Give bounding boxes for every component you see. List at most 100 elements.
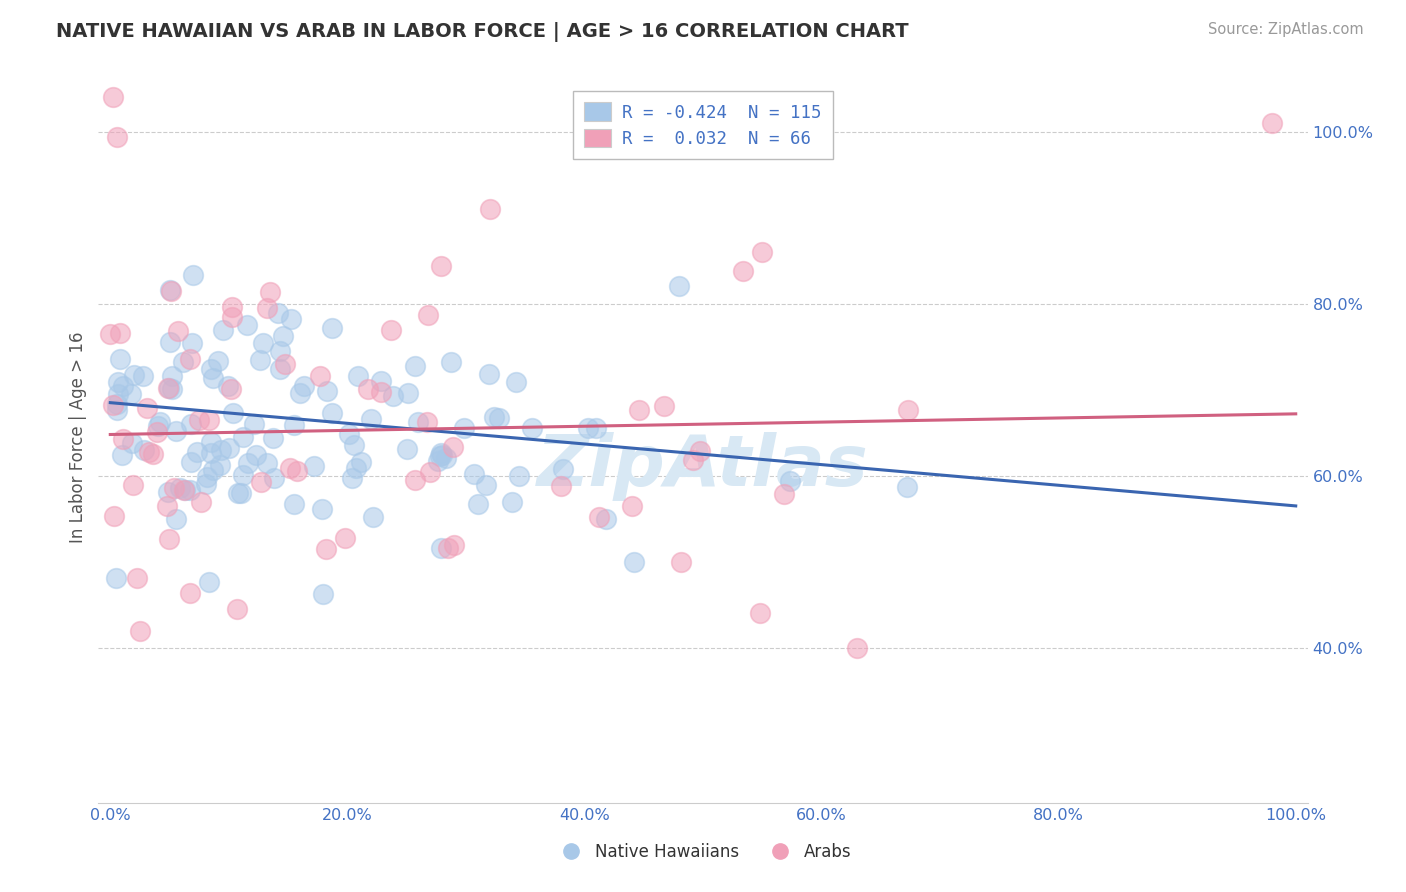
Text: ZipAtlas: ZipAtlas bbox=[537, 432, 869, 500]
Point bbox=[200, 445, 222, 459]
Point bbox=[380, 323, 402, 337]
Point bbox=[437, 541, 460, 555]
Point bbox=[249, 352, 271, 367]
Point bbox=[430, 446, 453, 460]
Point bbox=[335, 531, 357, 545]
Point bbox=[105, 403, 128, 417]
Point bbox=[243, 417, 266, 431]
Point bbox=[250, 475, 273, 489]
Point bbox=[179, 586, 201, 600]
Point bbox=[302, 458, 325, 473]
Point bbox=[430, 259, 453, 273]
Point bbox=[134, 443, 156, 458]
Point bbox=[232, 468, 254, 483]
Point bbox=[453, 420, 475, 434]
Point bbox=[346, 368, 368, 383]
Point bbox=[187, 413, 209, 427]
Point bbox=[167, 324, 190, 338]
Point bbox=[595, 512, 617, 526]
Point bbox=[280, 312, 302, 326]
Point bbox=[551, 462, 574, 476]
Point bbox=[236, 318, 259, 332]
Point bbox=[896, 480, 918, 494]
Point bbox=[416, 415, 439, 429]
Point bbox=[751, 245, 773, 260]
Point bbox=[218, 441, 240, 455]
Point bbox=[344, 461, 367, 475]
Point bbox=[429, 449, 451, 463]
Point bbox=[173, 483, 195, 497]
Point bbox=[263, 471, 285, 485]
Point bbox=[181, 268, 204, 282]
Point bbox=[340, 471, 363, 485]
Point bbox=[226, 486, 249, 500]
Point bbox=[179, 352, 201, 367]
Point bbox=[463, 467, 485, 481]
Point bbox=[157, 381, 180, 395]
Point bbox=[197, 413, 219, 427]
Point bbox=[262, 431, 284, 445]
Point bbox=[443, 538, 465, 552]
Point bbox=[361, 509, 384, 524]
Point bbox=[107, 375, 129, 389]
Point bbox=[283, 497, 305, 511]
Point bbox=[173, 483, 195, 497]
Point bbox=[749, 607, 772, 621]
Point bbox=[419, 465, 441, 479]
Point bbox=[122, 478, 145, 492]
Point bbox=[104, 571, 127, 585]
Point bbox=[157, 381, 180, 395]
Point bbox=[779, 474, 801, 488]
Point bbox=[689, 443, 711, 458]
Point bbox=[488, 411, 510, 425]
Point bbox=[269, 344, 291, 359]
Point bbox=[382, 389, 405, 403]
Point bbox=[111, 448, 134, 462]
Point bbox=[501, 495, 523, 509]
Text: Source: ZipAtlas.com: Source: ZipAtlas.com bbox=[1208, 22, 1364, 37]
Point bbox=[221, 300, 243, 314]
Point bbox=[208, 458, 231, 473]
Point bbox=[418, 308, 440, 322]
Point bbox=[427, 454, 450, 468]
Point bbox=[271, 329, 294, 343]
Point bbox=[404, 474, 426, 488]
Point bbox=[222, 406, 245, 420]
Point bbox=[350, 455, 373, 469]
Point bbox=[682, 453, 704, 467]
Point bbox=[125, 570, 148, 584]
Point bbox=[202, 463, 225, 477]
Point bbox=[312, 587, 335, 601]
Point bbox=[772, 487, 794, 501]
Point bbox=[165, 511, 187, 525]
Point bbox=[285, 465, 308, 479]
Point bbox=[232, 430, 254, 444]
Point bbox=[146, 419, 169, 434]
Point bbox=[406, 415, 429, 429]
Point bbox=[121, 436, 143, 450]
Point bbox=[588, 510, 610, 524]
Point bbox=[370, 374, 392, 388]
Point bbox=[108, 351, 131, 366]
Point bbox=[209, 443, 232, 458]
Point bbox=[98, 327, 121, 342]
Point bbox=[311, 502, 333, 516]
Point bbox=[163, 481, 186, 495]
Point bbox=[128, 624, 150, 638]
Point bbox=[219, 382, 242, 396]
Point bbox=[360, 412, 382, 426]
Point bbox=[267, 306, 290, 320]
Point bbox=[180, 417, 202, 431]
Point bbox=[576, 421, 599, 435]
Point bbox=[157, 532, 180, 546]
Point bbox=[111, 432, 134, 446]
Point bbox=[159, 283, 181, 297]
Y-axis label: In Labor Force | Age > 16: In Labor Force | Age > 16 bbox=[69, 331, 87, 543]
Point bbox=[337, 426, 360, 441]
Point bbox=[103, 508, 125, 523]
Point bbox=[180, 454, 202, 468]
Point bbox=[550, 479, 572, 493]
Point bbox=[200, 435, 222, 450]
Point bbox=[226, 602, 249, 616]
Point bbox=[357, 382, 380, 396]
